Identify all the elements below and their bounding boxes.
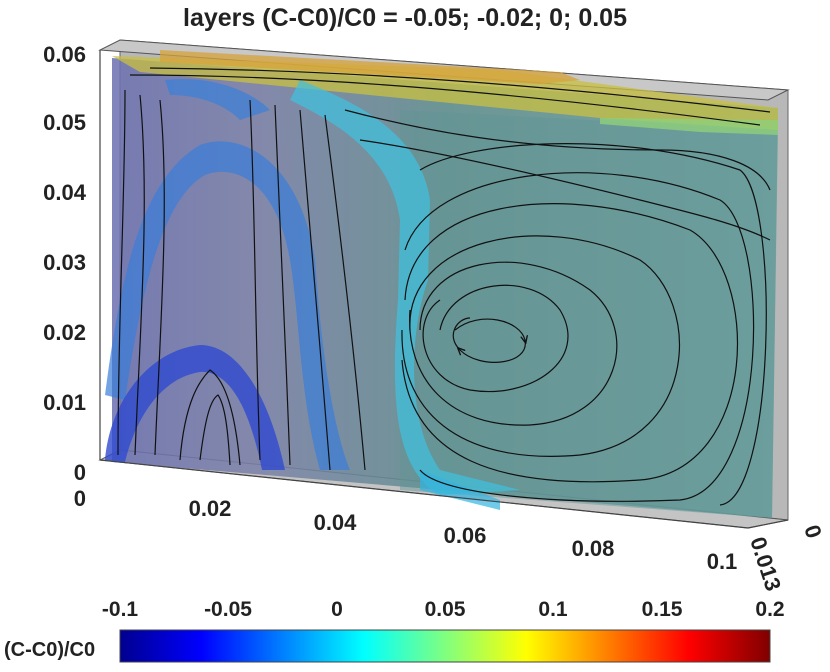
streamline (452, 317, 525, 363)
streamline (404, 172, 755, 502)
colorbar-tick-label: 0.15 (642, 598, 683, 621)
z-axis-ticks: 0.06 0.05 0.04 0.03 0.02 0.01 0 (43, 42, 87, 485)
colorbar-tick-label: 0.05 (425, 598, 466, 621)
streamline (149, 67, 771, 113)
z-tick-label: 0 (74, 460, 86, 485)
streamline (409, 261, 618, 426)
colorbar-gradient (119, 629, 771, 663)
colorbar-tick-label: 0.1 (538, 598, 568, 621)
streamline (249, 99, 261, 461)
isosurfaces (105, 50, 778, 510)
streamline (344, 109, 771, 191)
y-axis-ticks: 0 0.013 (745, 522, 827, 594)
streamline (422, 284, 569, 392)
streamline (359, 139, 771, 241)
y-axis-line (747, 519, 789, 529)
isosurface-blue-upper (165, 79, 270, 120)
isosurface-blue-arch (105, 141, 350, 470)
x-tick-label: 0.1 (707, 549, 738, 574)
x-axis-line (99, 459, 749, 529)
vortex-region-tint (400, 110, 778, 518)
colorbar: (C-C0)/C0 -0.1 -0.05 0 0.05 0.1 0.15 0.2 (4, 598, 785, 663)
streamlines (117, 67, 771, 506)
colorbar-label: (C-C0)/C0 (4, 639, 95, 661)
streamline (324, 114, 366, 471)
axes (99, 50, 789, 529)
isosurface-top-yellow (112, 56, 778, 130)
streamline (401, 235, 680, 457)
colorbar-tick-label: 0 (331, 598, 343, 621)
y-tick-label: 0 (799, 522, 827, 541)
x-tick-label: 0.04 (314, 510, 358, 535)
y-tick-label: 0.013 (745, 534, 786, 594)
z-tick-label: 0.02 (43, 320, 86, 345)
streamline (134, 94, 145, 456)
isosurface-darkblue-arch (105, 345, 285, 470)
z-tick-label: 0.01 (43, 390, 86, 415)
isosurface-top-orange (160, 50, 580, 84)
streamline (129, 74, 761, 126)
x-tick-label: 0.08 (572, 536, 615, 561)
z-tick-label: 0.05 (43, 110, 86, 135)
colorbar-tick-label: -0.05 (204, 598, 252, 621)
streamline (117, 89, 126, 456)
streamline (419, 143, 767, 506)
streamline (179, 369, 241, 466)
streamline (401, 203, 739, 483)
streamline (199, 394, 231, 466)
x-tick-label: 0 (74, 486, 86, 511)
streamline (154, 99, 165, 456)
colorbar-tick-label: -0.1 (102, 598, 139, 621)
streamline (274, 104, 291, 466)
z-tick-label: 0.04 (43, 180, 87, 205)
streamline (299, 109, 331, 471)
x-tick-label: 0.02 (189, 496, 232, 521)
colorbar-tick-label: 0.2 (755, 598, 784, 621)
z-tick-label: 0.03 (43, 250, 86, 275)
isosurface-cyan-band (290, 80, 520, 495)
x-tick-label: 0.06 (444, 523, 487, 548)
chart-title: layers (C-C0)/C0 = -0.05; -0.02; 0; 0.05 (183, 4, 627, 32)
z-tick-label: 0.06 (43, 42, 86, 67)
isosurface-top-green (600, 118, 778, 135)
x-axis-ticks: 0 0.02 0.04 0.06 0.08 0.1 (74, 486, 738, 574)
